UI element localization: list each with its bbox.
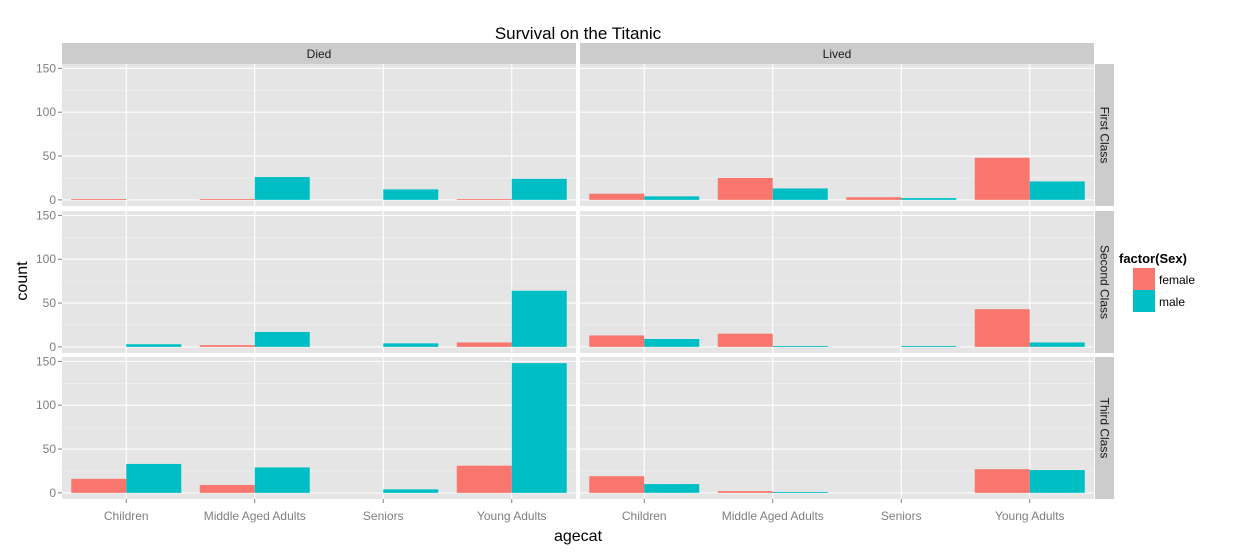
x-tick-label: Young Adults — [995, 509, 1065, 523]
y-tick-label: 0 — [49, 193, 56, 207]
bar-female-middle-aged-adults — [717, 491, 773, 493]
bar-male-children — [644, 338, 700, 347]
x-tick-label: Seniors — [363, 509, 404, 523]
y-tick-label: 100 — [36, 398, 56, 412]
bar-male-middle-aged-adults — [772, 345, 828, 347]
x-axis-label: agecat — [554, 528, 603, 545]
x-tick-label: Seniors — [881, 509, 922, 523]
y-tick-label: 0 — [49, 340, 56, 354]
bar-female-middle-aged-adults — [717, 177, 773, 200]
bar-female-children — [589, 476, 645, 493]
facet-strip-first-class — [1095, 64, 1114, 206]
facet-strip-label: First Class — [1098, 107, 1112, 164]
y-tick-label: 100 — [36, 105, 56, 119]
legend-key-female — [1133, 268, 1155, 290]
facet-strip-label: Third Class — [1098, 398, 1112, 459]
legend-label-male: male — [1159, 295, 1185, 309]
bar-male-seniors — [383, 489, 439, 493]
y-tick-label: 0 — [49, 486, 56, 500]
bar-female-middle-aged-adults — [717, 333, 773, 347]
y-tick-label: 50 — [43, 442, 57, 456]
bar-male-middle-aged-adults — [772, 188, 828, 200]
legend: factor(Sex) female male — [1119, 251, 1195, 312]
facet-strip-second-class — [1095, 211, 1114, 353]
bar-female-seniors — [846, 197, 902, 200]
bar-male-young-adults — [511, 178, 567, 200]
facet-strip-third-class — [1095, 357, 1114, 499]
bar-male-seniors — [383, 189, 439, 200]
bar-female-children — [589, 193, 645, 200]
bar-female-children — [71, 478, 127, 493]
bar-male-seniors — [901, 345, 957, 347]
chart-title: Survival on the Titanic — [495, 24, 662, 43]
facet-strip-label: Second Class — [1098, 245, 1112, 319]
bar-male-children — [126, 463, 182, 493]
y-tick-label: 50 — [43, 296, 57, 310]
legend-key-male — [1133, 290, 1155, 312]
facet-strip-died — [62, 43, 576, 64]
bar-male-middle-aged-adults — [254, 177, 310, 200]
bar-female-young-adults — [456, 342, 512, 347]
bar-female-young-adults — [456, 465, 512, 493]
facet-strip-label: Died — [307, 47, 332, 61]
bar-male-seniors — [383, 343, 439, 347]
bar-female-middle-aged-adults — [199, 198, 255, 200]
x-tick-label: Young Adults — [477, 509, 547, 523]
bar-male-young-adults — [1029, 342, 1085, 347]
legend-title: factor(Sex) — [1119, 251, 1187, 266]
bar-female-young-adults — [456, 198, 512, 200]
panel-background — [62, 64, 576, 206]
y-tick-label: 50 — [43, 149, 57, 163]
bar-male-children — [126, 344, 182, 347]
bar-male-middle-aged-adults — [254, 467, 310, 493]
x-tick-label: Children — [104, 509, 149, 523]
bar-male-children — [644, 484, 700, 493]
bar-male-young-adults — [1029, 470, 1085, 493]
legend-label-female: female — [1159, 273, 1195, 287]
bar-female-middle-aged-adults — [199, 484, 255, 493]
bar-female-young-adults — [974, 469, 1030, 493]
x-tick-label: Middle Aged Adults — [722, 509, 824, 523]
bar-male-middle-aged-adults — [772, 491, 828, 493]
y-tick-label: 100 — [36, 252, 56, 266]
bar-male-young-adults — [511, 290, 567, 347]
bar-male-middle-aged-adults — [254, 331, 310, 347]
bar-female-children — [589, 335, 645, 347]
bar-female-young-adults — [974, 309, 1030, 347]
x-tick-label: Children — [622, 509, 667, 523]
bar-male-young-adults — [1029, 181, 1085, 200]
bar-male-young-adults — [511, 363, 567, 493]
y-tick-label: 150 — [36, 354, 56, 368]
facet-panels: Died Lived First Class Second Class Third Cl… — [36, 43, 1114, 523]
facet-strip-lived — [580, 43, 1094, 64]
y-tick-label: 150 — [36, 208, 56, 222]
bar-female-children — [71, 198, 127, 200]
bar-female-middle-aged-adults — [199, 345, 255, 347]
x-tick-label: Middle Aged Adults — [204, 509, 306, 523]
bar-male-children — [644, 196, 700, 200]
y-tick-label: 150 — [36, 61, 56, 75]
panel-background — [62, 211, 576, 353]
y-axis-label: count — [14, 261, 31, 301]
facet-strip-label: Lived — [823, 47, 852, 61]
bar-female-young-adults — [974, 157, 1030, 200]
bar-male-seniors — [901, 198, 957, 200]
